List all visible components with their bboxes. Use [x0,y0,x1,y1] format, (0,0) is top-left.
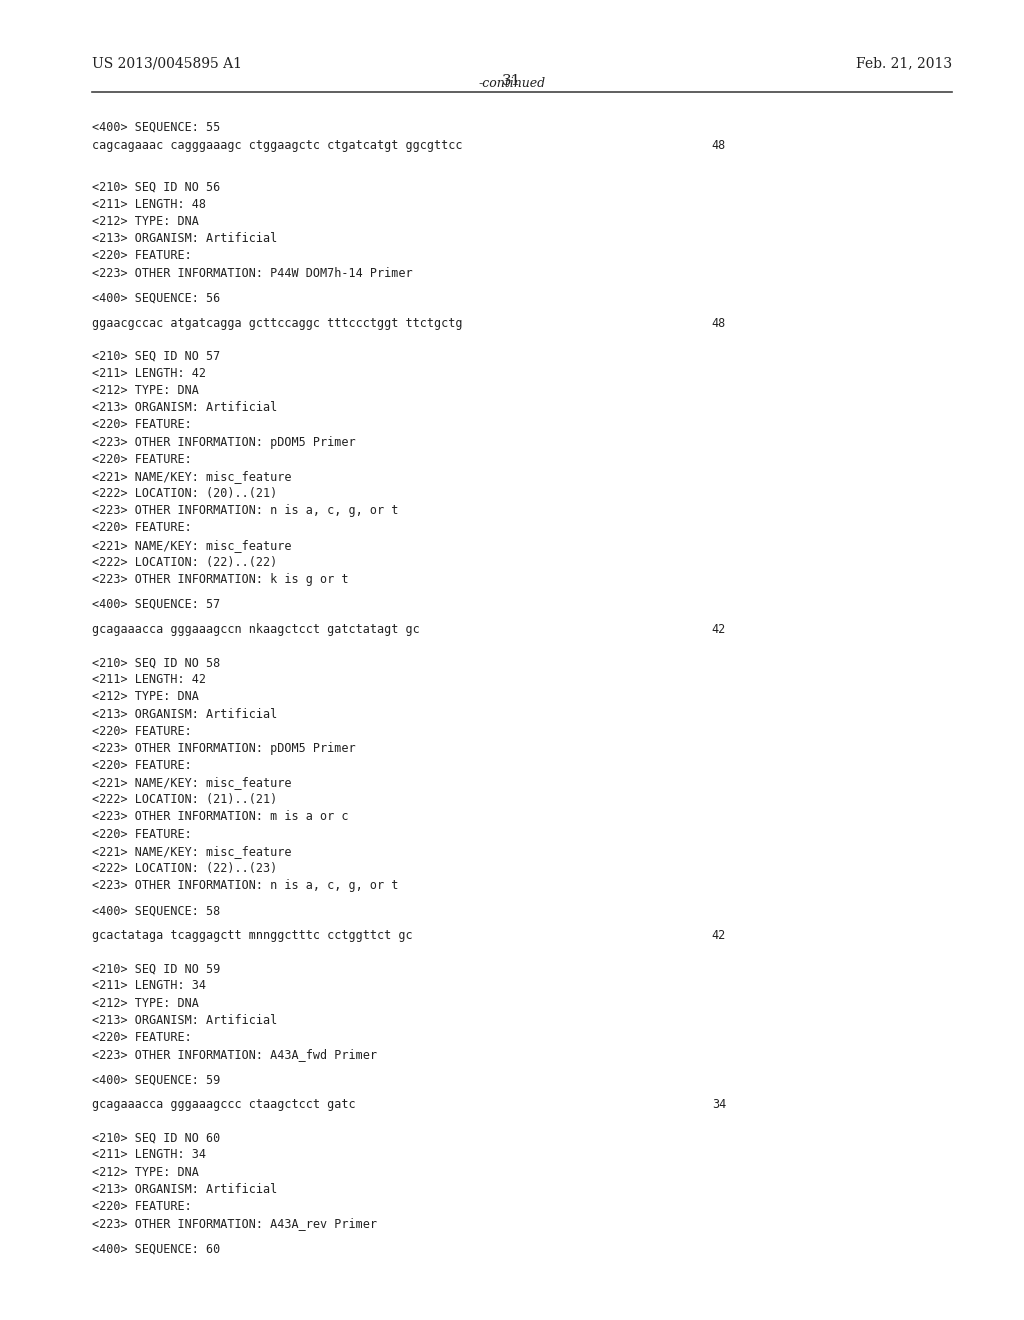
Text: <210> SEQ ID NO 56: <210> SEQ ID NO 56 [92,181,220,194]
Text: <223> OTHER INFORMATION: A43A_rev Primer: <223> OTHER INFORMATION: A43A_rev Primer [92,1217,377,1230]
Text: <213> ORGANISM: Artificial: <213> ORGANISM: Artificial [92,1014,278,1027]
Text: <210> SEQ ID NO 58: <210> SEQ ID NO 58 [92,656,220,669]
Text: <223> OTHER INFORMATION: A43A_fwd Primer: <223> OTHER INFORMATION: A43A_fwd Primer [92,1048,377,1061]
Text: <221> NAME/KEY: misc_feature: <221> NAME/KEY: misc_feature [92,845,292,858]
Text: <223> OTHER INFORMATION: P44W DOM7h-14 Primer: <223> OTHER INFORMATION: P44W DOM7h-14 P… [92,267,413,280]
Text: <220> FEATURE:: <220> FEATURE: [92,759,191,772]
Text: <212> TYPE: DNA: <212> TYPE: DNA [92,215,199,228]
Text: <220> FEATURE:: <220> FEATURE: [92,418,191,432]
Text: gcagaaacca gggaaagccc ctaagctcct gatc: gcagaaacca gggaaagccc ctaagctcct gatc [92,1098,355,1111]
Text: <400> SEQUENCE: 59: <400> SEQUENCE: 59 [92,1073,220,1086]
Text: <210> SEQ ID NO 60: <210> SEQ ID NO 60 [92,1131,220,1144]
Text: <220> FEATURE:: <220> FEATURE: [92,453,191,466]
Text: cagcagaaac cagggaaagc ctggaagctc ctgatcatgt ggcgttcc: cagcagaaac cagggaaagc ctggaagctc ctgatca… [92,139,463,152]
Text: <220> FEATURE:: <220> FEATURE: [92,521,191,535]
Text: <221> NAME/KEY: misc_feature: <221> NAME/KEY: misc_feature [92,470,292,483]
Text: <400> SEQUENCE: 58: <400> SEQUENCE: 58 [92,904,220,917]
Text: <223> OTHER INFORMATION: k is g or t: <223> OTHER INFORMATION: k is g or t [92,573,348,586]
Text: gcactataga tcaggagctt mnnggctttc cctggttct gc: gcactataga tcaggagctt mnnggctttc cctggtt… [92,929,413,942]
Text: <210> SEQ ID NO 59: <210> SEQ ID NO 59 [92,962,220,975]
Text: <221> NAME/KEY: misc_feature: <221> NAME/KEY: misc_feature [92,539,292,552]
Text: <223> OTHER INFORMATION: pDOM5 Primer: <223> OTHER INFORMATION: pDOM5 Primer [92,436,355,449]
Text: <222> LOCATION: (20)..(21): <222> LOCATION: (20)..(21) [92,487,278,500]
Text: 34: 34 [712,1098,726,1111]
Text: <220> FEATURE:: <220> FEATURE: [92,1031,191,1044]
Text: <212> TYPE: DNA: <212> TYPE: DNA [92,1166,199,1179]
Text: 31: 31 [503,74,521,88]
Text: <221> NAME/KEY: misc_feature: <221> NAME/KEY: misc_feature [92,776,292,789]
Text: US 2013/0045895 A1: US 2013/0045895 A1 [92,57,242,71]
Text: <213> ORGANISM: Artificial: <213> ORGANISM: Artificial [92,1183,278,1196]
Text: 48: 48 [712,139,726,152]
Text: <212> TYPE: DNA: <212> TYPE: DNA [92,384,199,397]
Text: <400> SEQUENCE: 57: <400> SEQUENCE: 57 [92,598,220,611]
Text: <223> OTHER INFORMATION: m is a or c: <223> OTHER INFORMATION: m is a or c [92,810,348,824]
Text: <220> FEATURE:: <220> FEATURE: [92,725,191,738]
Text: <223> OTHER INFORMATION: n is a, c, g, or t: <223> OTHER INFORMATION: n is a, c, g, o… [92,879,398,892]
Text: <211> LENGTH: 42: <211> LENGTH: 42 [92,367,206,380]
Text: -continued: -continued [478,77,546,90]
Text: <220> FEATURE:: <220> FEATURE: [92,828,191,841]
Text: <223> OTHER INFORMATION: pDOM5 Primer: <223> OTHER INFORMATION: pDOM5 Primer [92,742,355,755]
Text: <211> LENGTH: 34: <211> LENGTH: 34 [92,979,206,993]
Text: 42: 42 [712,623,726,636]
Text: 48: 48 [712,317,726,330]
Text: <212> TYPE: DNA: <212> TYPE: DNA [92,997,199,1010]
Text: <211> LENGTH: 42: <211> LENGTH: 42 [92,673,206,686]
Text: <211> LENGTH: 34: <211> LENGTH: 34 [92,1148,206,1162]
Text: <210> SEQ ID NO 57: <210> SEQ ID NO 57 [92,350,220,363]
Text: Feb. 21, 2013: Feb. 21, 2013 [856,57,952,71]
Text: <220> FEATURE:: <220> FEATURE: [92,249,191,263]
Text: <222> LOCATION: (22)..(23): <222> LOCATION: (22)..(23) [92,862,278,875]
Text: <213> ORGANISM: Artificial: <213> ORGANISM: Artificial [92,401,278,414]
Text: <222> LOCATION: (22)..(22): <222> LOCATION: (22)..(22) [92,556,278,569]
Text: <211> LENGTH: 48: <211> LENGTH: 48 [92,198,206,211]
Text: <223> OTHER INFORMATION: n is a, c, g, or t: <223> OTHER INFORMATION: n is a, c, g, o… [92,504,398,517]
Text: <220> FEATURE:: <220> FEATURE: [92,1200,191,1213]
Text: <222> LOCATION: (21)..(21): <222> LOCATION: (21)..(21) [92,793,278,807]
Text: <213> ORGANISM: Artificial: <213> ORGANISM: Artificial [92,708,278,721]
Text: <400> SEQUENCE: 60: <400> SEQUENCE: 60 [92,1242,220,1255]
Text: <212> TYPE: DNA: <212> TYPE: DNA [92,690,199,704]
Text: <213> ORGANISM: Artificial: <213> ORGANISM: Artificial [92,232,278,246]
Text: <400> SEQUENCE: 55: <400> SEQUENCE: 55 [92,120,220,133]
Text: gcagaaacca gggaaagccn nkaagctcct gatctatagt gc: gcagaaacca gggaaagccn nkaagctcct gatctat… [92,623,420,636]
Text: ggaacgccac atgatcagga gcttccaggc tttccctggt ttctgctg: ggaacgccac atgatcagga gcttccaggc tttccct… [92,317,463,330]
Text: 42: 42 [712,929,726,942]
Text: <400> SEQUENCE: 56: <400> SEQUENCE: 56 [92,292,220,305]
